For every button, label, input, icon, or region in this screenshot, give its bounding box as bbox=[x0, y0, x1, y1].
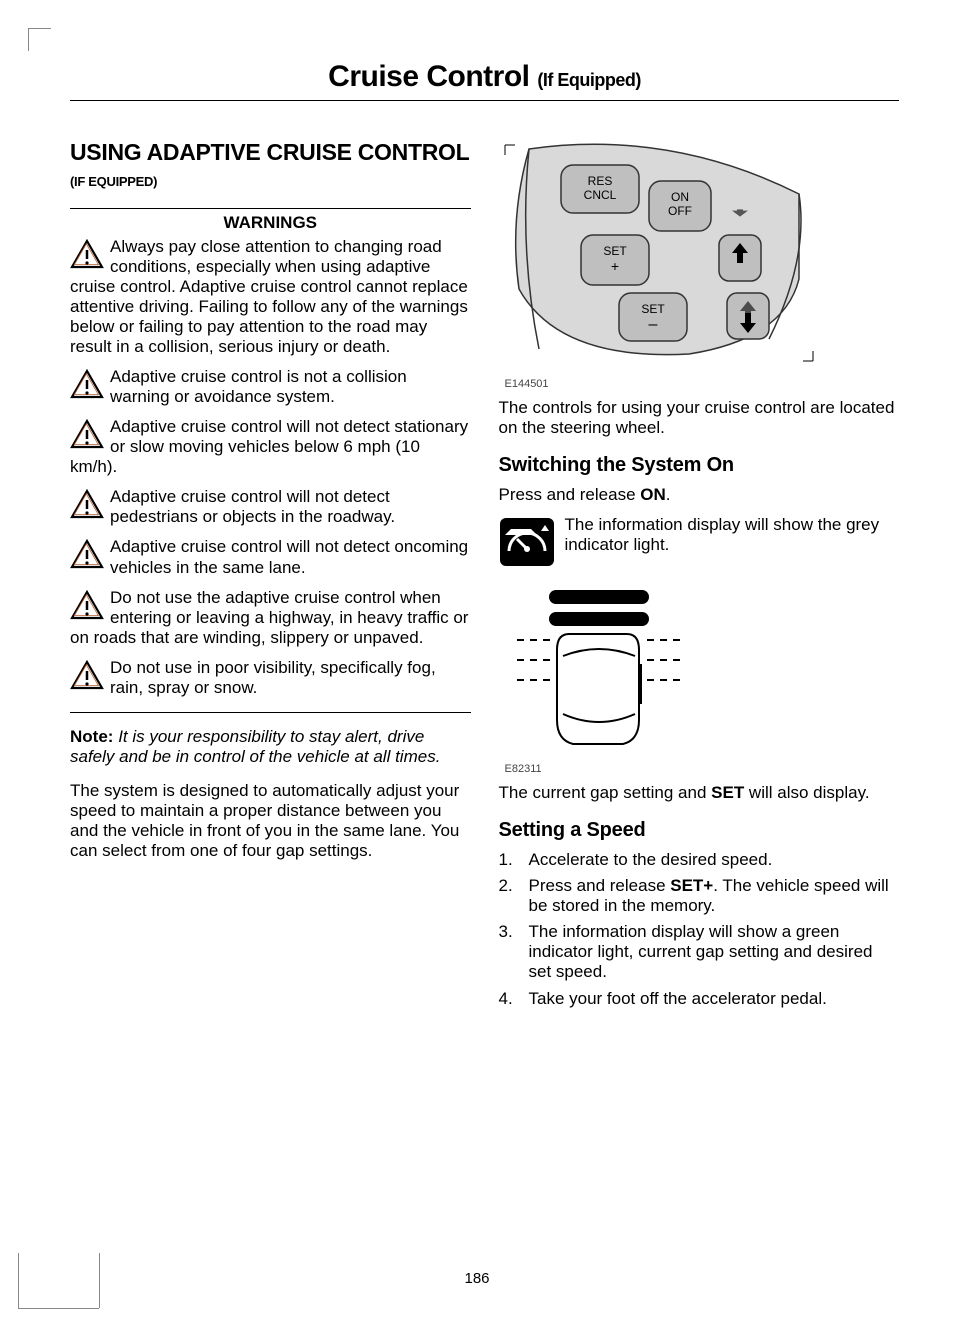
warning-icon bbox=[70, 239, 104, 274]
press-on-text: Press and release ON. bbox=[499, 485, 900, 505]
btn-on-label: ON bbox=[671, 190, 689, 204]
warning-text: Adaptive cruise control will not detect … bbox=[110, 487, 395, 526]
section-heading-text: USING ADAPTIVE CRUISE CONTROL bbox=[70, 139, 469, 165]
btn-cncl-label: CNCL bbox=[583, 188, 616, 202]
step-item: Press and release SET+. The vehicle spee… bbox=[499, 876, 900, 916]
switching-on-heading: Switching the System On bbox=[499, 454, 900, 477]
note-text: It is your responsibility to stay alert,… bbox=[70, 727, 440, 766]
warning-text: Always pay close attention to changing r… bbox=[70, 237, 468, 356]
setting-speed-heading: Setting a Speed bbox=[499, 819, 900, 842]
press-on-bold: ON bbox=[640, 485, 666, 504]
warning-item: Adaptive cruise control is not a collisi… bbox=[70, 367, 471, 407]
steps-list: Accelerate to the desired speed. Press a… bbox=[499, 850, 900, 1008]
left-column: USING ADAPTIVE CRUISE CONTROL (IF EQUIPP… bbox=[70, 139, 471, 1015]
step-text: The information display will show a gree… bbox=[529, 922, 873, 981]
press-on-pre: Press and release bbox=[499, 485, 641, 504]
svg-text:+: + bbox=[610, 258, 618, 274]
indicator-text: The information display will show the gr… bbox=[565, 515, 880, 554]
crop-mark-bl bbox=[18, 1253, 99, 1309]
press-on-post: . bbox=[666, 485, 671, 504]
chapter-qualifier: (If Equipped) bbox=[537, 70, 640, 90]
title-rule bbox=[70, 100, 899, 101]
warning-icon bbox=[70, 539, 104, 574]
step-bold: SET+ bbox=[670, 876, 713, 895]
warning-item: Do not use the adaptive cruise control w… bbox=[70, 588, 471, 648]
figure-gap-diagram bbox=[499, 584, 900, 759]
chapter-title-text: Cruise Control bbox=[328, 60, 529, 93]
btn-off-label: OFF bbox=[668, 204, 692, 218]
step-item: Accelerate to the desired speed. bbox=[499, 850, 900, 870]
warning-item: Do not use in poor visibility, specifica… bbox=[70, 658, 471, 698]
warning-text: Do not use the adaptive cruise control w… bbox=[70, 588, 468, 647]
gap-text-bold: SET bbox=[711, 783, 744, 802]
btn-res-label: RES bbox=[587, 174, 612, 188]
btn-setminus-label: SET bbox=[641, 302, 665, 316]
note-label: Note: bbox=[70, 727, 113, 746]
warning-item: Adaptive cruise control will not detect … bbox=[70, 487, 471, 527]
indicator-row: The information display will show the gr… bbox=[499, 515, 900, 574]
svg-text:–: – bbox=[648, 316, 657, 333]
step-text: Take your foot off the accelerator pedal… bbox=[529, 989, 827, 1008]
gap-text-post: will also display. bbox=[744, 783, 869, 802]
btn-setplus-label: SET bbox=[603, 244, 627, 258]
crop-mark-tl bbox=[28, 28, 51, 51]
note-block: Note: It is your responsibility to stay … bbox=[70, 712, 471, 767]
step-item: The information display will show a gree… bbox=[499, 922, 900, 982]
page-number: 186 bbox=[0, 1270, 954, 1287]
warning-icon bbox=[70, 660, 104, 695]
warning-item: Adaptive cruise control will not detect … bbox=[70, 537, 471, 577]
warning-text: Adaptive cruise control will not detect … bbox=[110, 537, 468, 576]
chapter-title: Cruise Control (If Equipped) bbox=[70, 60, 899, 94]
warning-icon bbox=[70, 419, 104, 454]
step-pre: Press and release bbox=[529, 876, 671, 895]
figure-code: E82311 bbox=[505, 763, 900, 775]
figure-steering-controls: RES CNCL ON OFF SET + SET – bbox=[499, 139, 900, 374]
warning-item: Always pay close attention to changing r… bbox=[70, 237, 471, 357]
warning-icon bbox=[70, 369, 104, 404]
section-heading: USING ADAPTIVE CRUISE CONTROL (IF EQUIPP… bbox=[70, 139, 471, 192]
controls-text: The controls for using your cruise contr… bbox=[499, 398, 900, 438]
warning-icon bbox=[70, 590, 104, 625]
page: Cruise Control (If Equipped) USING ADAPT… bbox=[0, 0, 954, 1329]
warnings-header: WARNINGS bbox=[70, 208, 471, 233]
warning-icon bbox=[70, 489, 104, 524]
step-item: Take your foot off the accelerator pedal… bbox=[499, 989, 900, 1009]
warning-text: Adaptive cruise control is not a collisi… bbox=[110, 367, 407, 406]
cruise-indicator-icon bbox=[499, 517, 555, 572]
warning-text: Do not use in poor visibility, specifica… bbox=[110, 658, 436, 697]
step-text: Accelerate to the desired speed. bbox=[529, 850, 773, 869]
intro-paragraph: The system is designed to automatically … bbox=[70, 781, 471, 861]
warning-text: Adaptive cruise control will not detect … bbox=[70, 417, 468, 476]
gap-text: The current gap setting and SET will als… bbox=[499, 783, 900, 803]
right-column: RES CNCL ON OFF SET + SET – bbox=[499, 139, 900, 1015]
gap-text-pre: The current gap setting and bbox=[499, 783, 712, 802]
warning-item: Adaptive cruise control will not detect … bbox=[70, 417, 471, 477]
section-heading-qual: (IF EQUIPPED) bbox=[70, 174, 157, 189]
figure-code: E144501 bbox=[505, 378, 900, 390]
